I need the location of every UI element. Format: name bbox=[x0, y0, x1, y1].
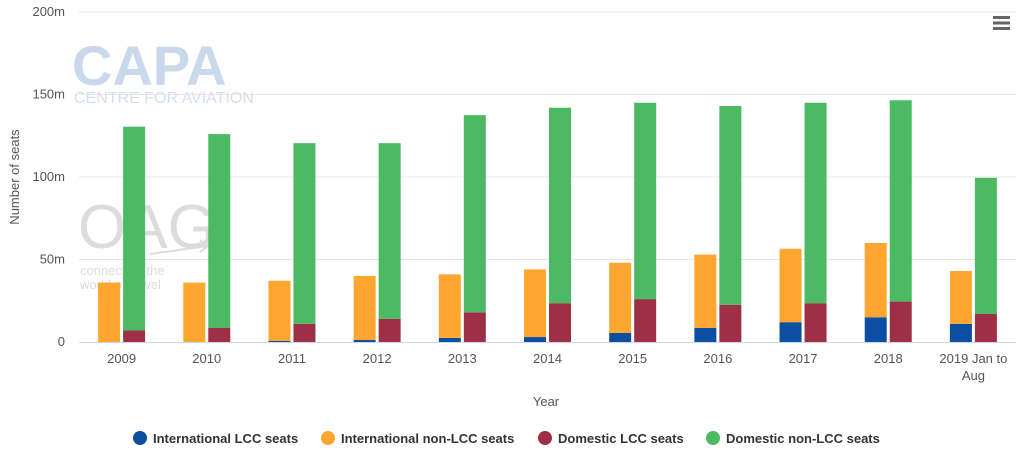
bar-international-non-lcc-seats[interactable] bbox=[268, 280, 291, 342]
bar-international-non-lcc-seats[interactable] bbox=[609, 262, 632, 333]
y-axis-ticks: 0 50m 100m 150m 200m bbox=[32, 4, 65, 349]
legend-swatch bbox=[321, 431, 335, 445]
bar-domestic-lcc-seats[interactable] bbox=[889, 301, 912, 342]
x-axis-title: Year bbox=[533, 394, 560, 409]
x-tick-label: 2014 bbox=[533, 351, 562, 366]
y-tick-label: 50m bbox=[40, 252, 65, 267]
bar-international-non-lcc-seats[interactable] bbox=[353, 276, 376, 341]
y-tick-label: 100m bbox=[32, 169, 65, 184]
bar-international-lcc-seats[interactable] bbox=[268, 341, 291, 342]
bar-domestic-lcc-seats[interactable] bbox=[719, 304, 742, 342]
bar-international-lcc-seats[interactable] bbox=[949, 323, 972, 342]
legend-swatch bbox=[706, 431, 720, 445]
bar-international-lcc-seats[interactable] bbox=[353, 340, 376, 342]
legend-swatch bbox=[538, 431, 552, 445]
x-tick-label: 2018 bbox=[874, 351, 903, 366]
bar-domestic-lcc-seats[interactable] bbox=[208, 327, 231, 342]
bar-international-lcc-seats[interactable] bbox=[438, 337, 461, 342]
bar-international-non-lcc-seats[interactable] bbox=[524, 269, 546, 338]
oag-plane-icon bbox=[149, 239, 211, 255]
bar-domestic-non-lcc-seats[interactable] bbox=[293, 143, 316, 324]
x-tick-label: 2011 bbox=[278, 351, 306, 366]
bar-domestic-lcc-seats[interactable] bbox=[804, 303, 827, 342]
legend-item[interactable]: Domestic LCC seats bbox=[538, 431, 684, 446]
bar-domestic-non-lcc-seats[interactable] bbox=[889, 100, 912, 302]
y-axis-title: Number of seats bbox=[7, 129, 22, 225]
y-tick-label: 200m bbox=[32, 4, 65, 19]
x-tick-label: 2010 bbox=[192, 351, 221, 366]
legend-label: International LCC seats bbox=[153, 431, 298, 446]
x-tick-label: 2013 bbox=[448, 351, 477, 366]
x-tick-label: 2019 Jan to Aug bbox=[939, 351, 1007, 383]
bar-domestic-non-lcc-seats[interactable] bbox=[549, 107, 571, 304]
bar-international-lcc-seats[interactable] bbox=[779, 322, 802, 342]
capa-logo-tagline: CENTRE FOR AVIATION bbox=[74, 90, 254, 107]
oag-logo-text: OAG bbox=[78, 193, 216, 262]
legend-label: Domestic LCC seats bbox=[558, 431, 684, 446]
bar-domestic-non-lcc-seats[interactable] bbox=[378, 143, 401, 319]
bar-domestic-lcc-seats[interactable] bbox=[463, 312, 486, 342]
bar-domestic-lcc-seats[interactable] bbox=[974, 313, 997, 342]
hamburger-menu-icon bbox=[993, 16, 1010, 30]
bars bbox=[98, 100, 997, 342]
bar-domestic-lcc-seats[interactable] bbox=[293, 323, 316, 342]
bar-domestic-non-lcc-seats[interactable] bbox=[804, 102, 827, 304]
bar-domestic-lcc-seats[interactable] bbox=[378, 318, 401, 342]
bar-domestic-non-lcc-seats[interactable] bbox=[208, 134, 231, 328]
bar-international-non-lcc-seats[interactable] bbox=[183, 282, 206, 342]
y-tick-label: 150m bbox=[32, 87, 65, 102]
x-tick-label: 2016 bbox=[703, 351, 732, 366]
bar-domestic-lcc-seats[interactable] bbox=[123, 330, 146, 342]
bar-domestic-non-lcc-seats[interactable] bbox=[719, 106, 742, 305]
x-tick-label: 2015 bbox=[618, 351, 647, 366]
bar-domestic-non-lcc-seats[interactable] bbox=[463, 115, 486, 313]
bar-international-lcc-seats[interactable] bbox=[694, 327, 717, 342]
bar-international-non-lcc-seats[interactable] bbox=[694, 254, 717, 328]
x-tick-label: 2017 bbox=[789, 351, 818, 366]
bar-international-non-lcc-seats[interactable] bbox=[98, 282, 121, 342]
legend-item[interactable]: International LCC seats bbox=[133, 431, 298, 446]
bar-domestic-lcc-seats[interactable] bbox=[634, 299, 657, 342]
chart-menu-button[interactable] bbox=[989, 12, 1013, 34]
capa-logo-watermark: CAPA CENTRE FOR AVIATION bbox=[72, 34, 254, 107]
bar-domestic-non-lcc-seats[interactable] bbox=[634, 102, 657, 300]
capa-logo-text: CAPA bbox=[72, 34, 227, 97]
y-tick-label: 0 bbox=[58, 334, 65, 349]
bar-international-lcc-seats[interactable] bbox=[864, 317, 887, 342]
bar-international-non-lcc-seats[interactable] bbox=[779, 248, 802, 323]
oag-logo-tagline-1: connecting the bbox=[80, 263, 165, 278]
gridlines bbox=[79, 11, 1016, 260]
legend-label: International non-LCC seats bbox=[341, 431, 514, 446]
x-tick-label: 2012 bbox=[363, 351, 392, 366]
legend: International LCC seats International non… bbox=[133, 431, 880, 446]
x-axis-ticks: 2009 2010 2011 2012 2013 2014 2015 2016 2017 2018… bbox=[107, 351, 1007, 383]
legend-swatch bbox=[133, 431, 147, 445]
bar-international-lcc-seats[interactable] bbox=[609, 332, 632, 342]
bar-international-non-lcc-seats[interactable] bbox=[864, 243, 887, 318]
bar-domestic-non-lcc-seats[interactable] bbox=[974, 177, 997, 314]
bar-domestic-non-lcc-seats[interactable] bbox=[123, 126, 146, 331]
legend-item[interactable]: Domestic non-LCC seats bbox=[706, 431, 880, 446]
legend-item[interactable]: International non-LCC seats bbox=[321, 431, 514, 446]
legend-label: Domestic non-LCC seats bbox=[726, 431, 880, 446]
bar-international-lcc-seats[interactable] bbox=[524, 337, 546, 342]
bar-domestic-lcc-seats[interactable] bbox=[549, 303, 571, 342]
oag-logo-watermark: OAG connecting the world of travel bbox=[78, 193, 216, 292]
x-tick-label: 2009 bbox=[107, 351, 136, 366]
bar-international-non-lcc-seats[interactable] bbox=[438, 274, 461, 338]
bar-international-non-lcc-seats[interactable] bbox=[949, 271, 972, 324]
